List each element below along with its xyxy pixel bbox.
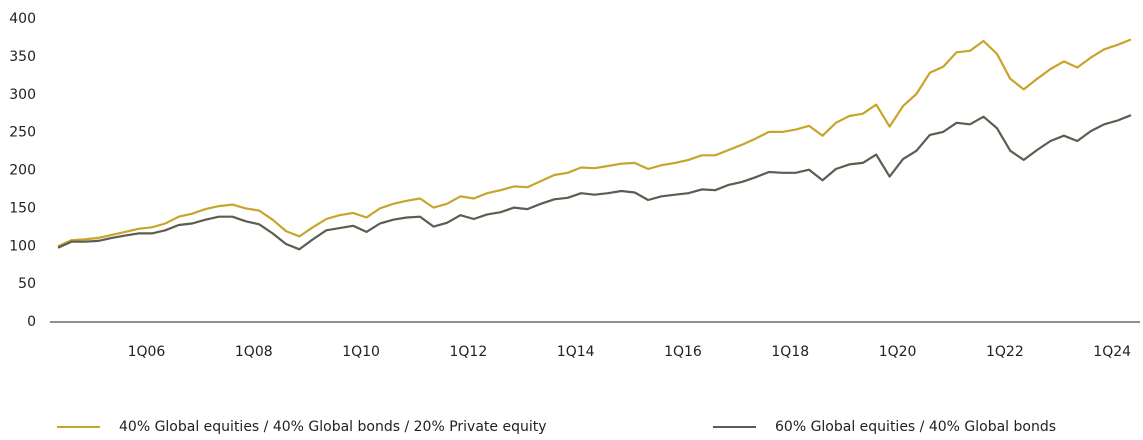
y-tick-label: 100	[9, 238, 36, 254]
y-tick-label: 300	[9, 87, 36, 103]
y-tick-label: 200	[9, 163, 36, 179]
y-tick-label: 50	[18, 276, 36, 292]
legend-label: 40% Global equities / 40% Global bonds /…	[119, 419, 547, 435]
series-line	[57, 38, 1132, 248]
x-tick-label: 1Q06	[128, 344, 166, 360]
x-tick-label: 1Q18	[771, 344, 809, 360]
x-tick-label: 1Q10	[342, 344, 380, 360]
x-tick-label: 1Q22	[986, 344, 1024, 360]
x-tick-label: 1Q16	[664, 344, 702, 360]
y-tick-label: 350	[9, 49, 36, 65]
y-tick-label: 0	[27, 314, 36, 330]
y-tick-label: 150	[9, 200, 36, 216]
x-tick-label: 1Q12	[450, 344, 488, 360]
series-line	[57, 114, 1132, 251]
x-tick-label: 1Q24	[1093, 344, 1131, 360]
legend-label: 60% Global equities / 40% Global bonds	[775, 419, 1056, 435]
x-tick-label: 1Q20	[879, 344, 917, 360]
x-tick-label: 1Q08	[235, 344, 273, 360]
y-tick-label: 250	[9, 125, 36, 141]
y-tick-label: 400	[9, 11, 36, 27]
x-tick-label: 1Q14	[557, 344, 595, 360]
